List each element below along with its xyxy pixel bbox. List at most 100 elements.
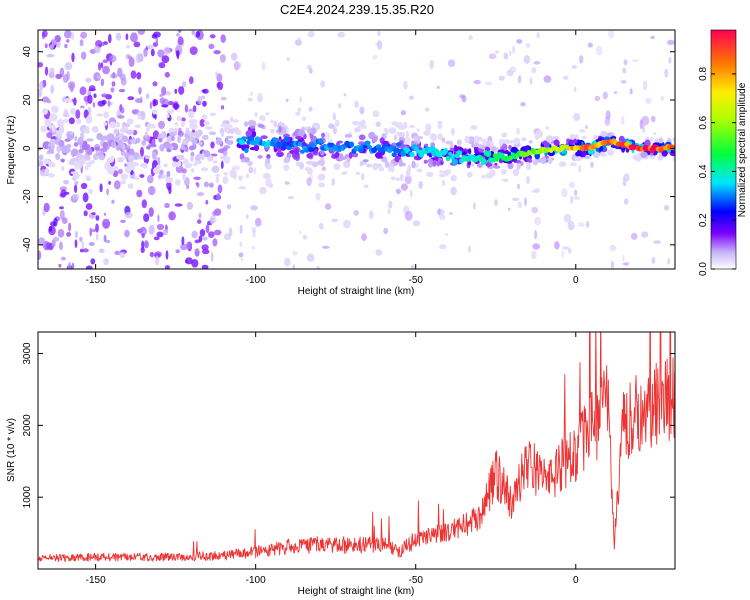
spectrogram-cell xyxy=(430,142,436,148)
spectrogram-cell xyxy=(332,112,336,121)
spectrogram-cell xyxy=(620,80,627,84)
spectrogram-cell xyxy=(82,192,89,203)
spectrogram-cell xyxy=(464,135,470,144)
snr-frame xyxy=(37,331,676,570)
spectrogram-cell xyxy=(184,104,188,113)
spectrogram-heatmap xyxy=(38,30,675,269)
spectrogram-cell xyxy=(158,62,166,69)
spectrogram-ridge-cell xyxy=(400,150,407,157)
spectrogram-cell xyxy=(63,118,69,123)
spectrogram-cell xyxy=(467,136,475,145)
spectrogram-cell xyxy=(595,45,603,56)
spectrogram-cell xyxy=(139,174,145,178)
spectrogram-cell xyxy=(134,124,142,129)
spectrogram-cell xyxy=(338,153,344,161)
spectrogram-ridge-cell xyxy=(409,151,415,158)
spectrogram-cell xyxy=(96,132,103,141)
spectrogram-cell xyxy=(60,256,66,261)
spectrogram-cell xyxy=(450,186,457,196)
spectrogram-cell xyxy=(445,140,453,145)
spectrogram-cell xyxy=(477,136,483,142)
spectrogram-cell xyxy=(658,137,663,145)
spectrogram-ridge-cell xyxy=(254,136,261,143)
spectrogram-ridge-cell xyxy=(364,140,371,146)
spectrogram-cell xyxy=(470,125,478,130)
spectrogram-cell xyxy=(507,207,511,211)
spectrogram-cell xyxy=(590,161,594,168)
spectrogram-cell xyxy=(161,104,169,108)
spectrogram-cell xyxy=(57,228,65,238)
y-tick-label: 0 xyxy=(22,145,33,151)
spectrogram-cell xyxy=(106,188,109,196)
spectrogram-cell xyxy=(124,212,133,219)
spectrogram-cell xyxy=(473,202,476,210)
spectrogram-ridge-cell xyxy=(485,150,492,158)
spectrogram-cell xyxy=(362,159,369,163)
spectrogram-cell xyxy=(484,81,493,86)
spectrogram-cell xyxy=(201,89,206,93)
spectrogram-cell xyxy=(239,241,243,247)
spectrogram-cell xyxy=(298,230,302,234)
spectrogram-cell xyxy=(441,179,446,186)
spectrogram-cell xyxy=(191,139,198,145)
spectrogram-cell xyxy=(243,144,250,149)
spectrogram-cell xyxy=(55,153,61,160)
spectrogram-cell xyxy=(270,119,274,124)
spectrogram-cell xyxy=(494,199,498,206)
spectrogram-cell xyxy=(444,233,448,236)
spectrogram-cell xyxy=(201,114,208,120)
spectrogram-cell xyxy=(399,173,404,182)
spectrogram-cell xyxy=(137,30,145,35)
spectrogram-cell xyxy=(600,152,607,157)
spectrogram-ridge-cell xyxy=(244,147,249,153)
spectrogram-cell xyxy=(181,168,187,174)
spectrogram-cell xyxy=(208,43,215,50)
spectrogram-cell xyxy=(107,100,111,108)
spectrogram-cell xyxy=(398,124,406,130)
spectrogram-cell xyxy=(133,41,141,48)
spectrogram-cell xyxy=(369,210,374,220)
spectrogram-cell xyxy=(411,160,416,169)
spectrogram-cell xyxy=(158,169,164,176)
spectrogram-cell xyxy=(321,166,326,171)
spectrogram-cell xyxy=(533,61,541,65)
spectrogram-cell xyxy=(88,242,95,246)
spectrogram-cell xyxy=(122,143,126,152)
spectrogram-cell xyxy=(141,199,147,209)
spectrogram-cell xyxy=(62,145,67,154)
spectrogram-cell xyxy=(84,165,89,171)
spectrogram-cell xyxy=(608,30,615,39)
spectrogram-cell xyxy=(165,176,174,183)
spectrogram-cell xyxy=(167,101,175,106)
spectrogram-cell xyxy=(96,113,104,117)
spectrogram-cell xyxy=(427,158,433,164)
spectrogram-cell xyxy=(140,247,145,253)
spectrogram-cell xyxy=(309,68,313,74)
spectrogram-cell xyxy=(38,154,44,161)
spectrogram-cell xyxy=(245,130,253,138)
spectrogram-cell xyxy=(344,134,353,138)
spectrogram-cell xyxy=(201,95,206,100)
spectrogram-cell xyxy=(286,57,291,62)
spectrogram-ridge-cell xyxy=(238,139,246,145)
spectrogram-cell xyxy=(468,35,473,40)
spectrogram-cell xyxy=(199,119,206,127)
spectrogram-cell xyxy=(235,62,242,69)
spectrogram-cell xyxy=(575,156,583,162)
spectrogram-cell xyxy=(154,255,160,266)
spectrogram-cell xyxy=(145,93,150,100)
spectrogram-cell xyxy=(66,232,72,237)
spectrogram-cell xyxy=(348,151,353,159)
spectrogram-cell xyxy=(113,128,119,135)
y-tick-label: 40 xyxy=(22,46,33,58)
spectrogram-cell xyxy=(154,112,157,120)
spectrogram-cell xyxy=(146,44,154,50)
spectrogram-cell xyxy=(424,107,430,112)
spectrogram-cell xyxy=(194,248,199,252)
spectrogram-cell xyxy=(466,171,473,178)
spectrogram-cell xyxy=(96,74,102,79)
spectrogram-cell xyxy=(410,264,415,269)
spectrogram-cell xyxy=(400,183,408,191)
spectrogram-cell xyxy=(181,117,186,122)
spectrogram-cell xyxy=(494,162,498,166)
